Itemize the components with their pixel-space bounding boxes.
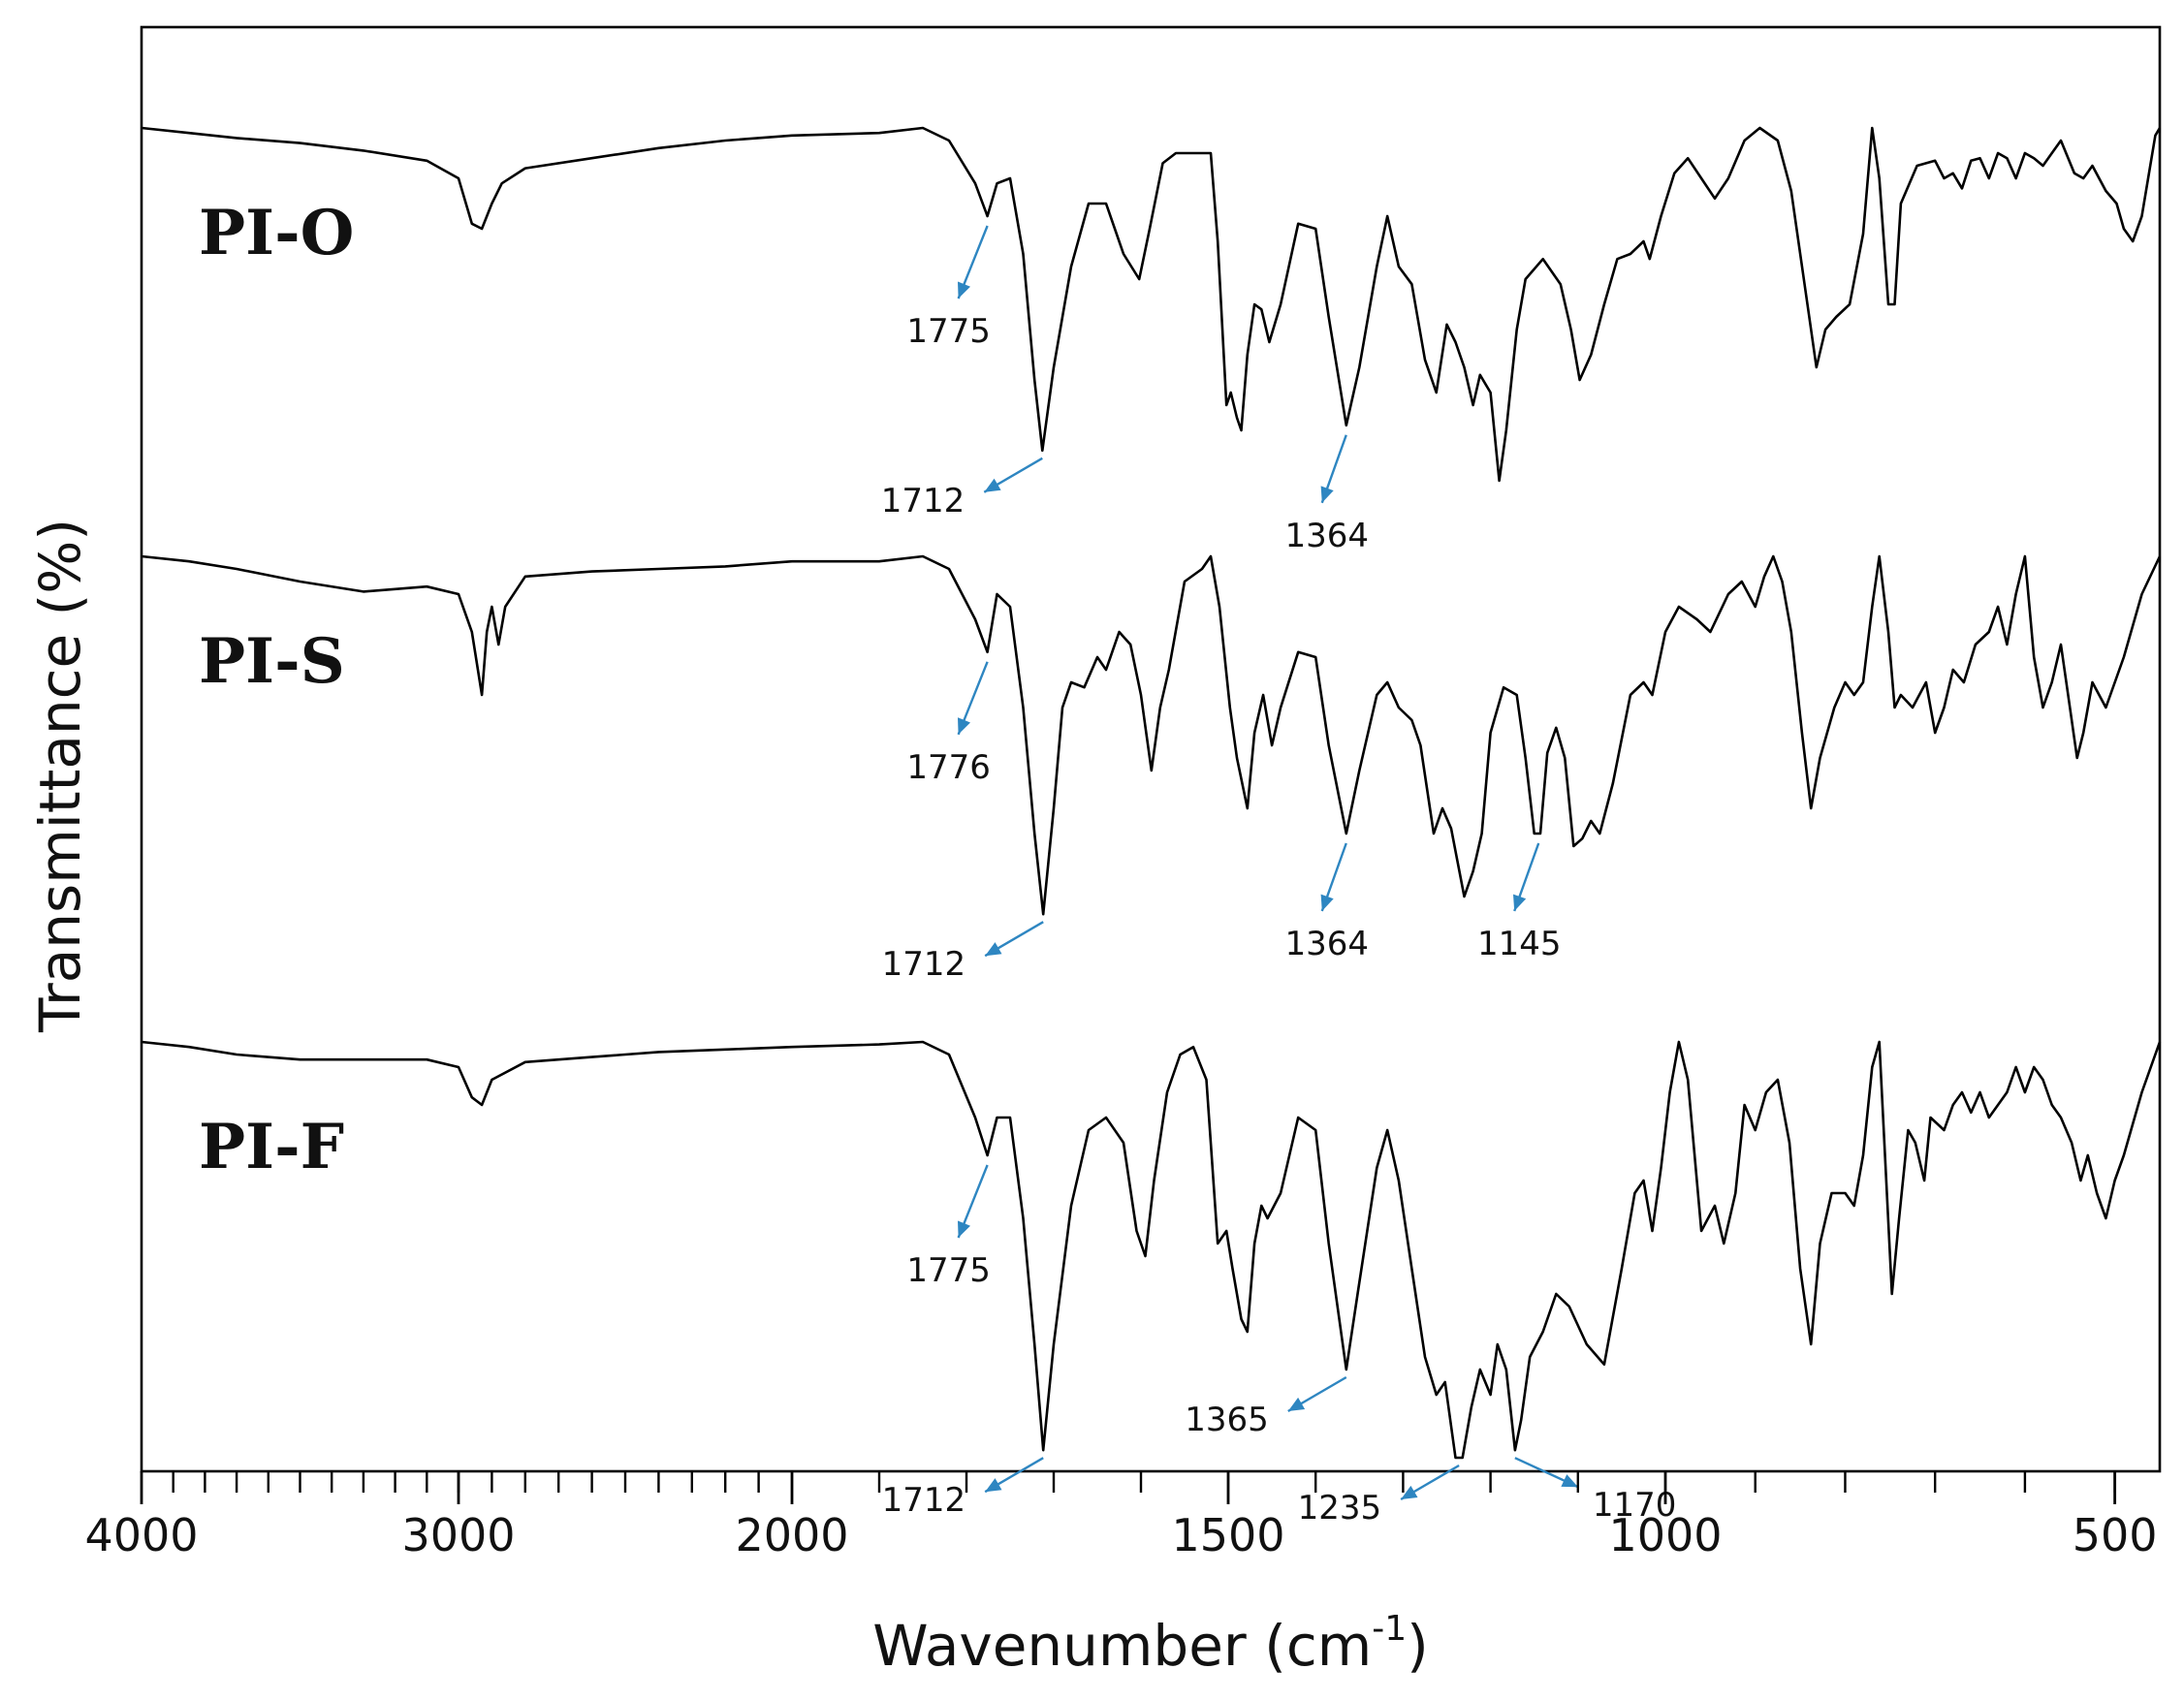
x-axis-title-main: Wavenumber (cm (872, 1613, 1372, 1679)
annotation-arrowhead-pi-f-1235-10 (1401, 1485, 1418, 1499)
tick-label-3000: 3000 (401, 1509, 515, 1561)
peak-label-pi-f-1235-10: 1235 (1298, 1489, 1382, 1528)
peak-label-pi-s-1776-3: 1776 (906, 748, 991, 787)
x-axis-title-superscript: -1 (1372, 1609, 1407, 1649)
x-axis-ticks (140, 1471, 2117, 1504)
annotation-arrowhead-pi-o-1364-2 (1320, 486, 1334, 503)
spectrum-line-pi-o (141, 126, 2162, 483)
x-axis-title-close: ) (1407, 1613, 1429, 1679)
peak-label-pi-o-1775-0: 1775 (906, 312, 991, 351)
annotation-arrowhead-pi-s-1712-4 (985, 942, 1002, 957)
peak-label-pi-s-1145-6: 1145 (1477, 925, 1562, 963)
annotation-arrowhead-pi-o-1775-0 (958, 281, 970, 299)
tick-label-2000: 2000 (735, 1509, 848, 1561)
peak-annotations: 1775 1712 1364 1776 1712 1364 1145 1775 1712 1365… (881, 225, 1677, 1528)
plot-frame (140, 25, 2162, 1473)
spectrum-line-pi-s (141, 554, 2162, 916)
tick-label-1500: 1500 (1171, 1509, 1284, 1561)
sample-label-pi-f: PI-F (199, 1111, 344, 1183)
peak-label-pi-f-1775-7: 1775 (906, 1251, 991, 1290)
annotation-arrowhead-pi-o-1712-1 (984, 478, 1001, 492)
peak-label-pi-o-1364-2: 1364 (1285, 517, 1370, 555)
peak-label-pi-o-1712-1: 1712 (881, 482, 965, 520)
sample-label-pi-o: PI-O (199, 197, 354, 269)
tick-label-4000: 4000 (84, 1509, 198, 1561)
sample-label-pi-s: PI-S (199, 625, 345, 698)
peak-label-pi-f-1712-8: 1712 (882, 1481, 966, 1520)
annotation-arrowhead-pi-f-1170-11 (1561, 1474, 1578, 1488)
annotation-arrowhead-pi-f-1365-9 (1287, 1397, 1306, 1411)
annotation-arrowhead-pi-s-1145-6 (1513, 894, 1527, 911)
peak-label-pi-s-1712-4: 1712 (882, 945, 966, 984)
tick-label-500: 500 (2073, 1509, 2158, 1561)
x-axis-tick-labels: 4000 3000 2000 1500 1000 500 (84, 1509, 2157, 1561)
annotation-arrowhead-pi-s-1364-5 (1320, 894, 1334, 911)
tick-label-1000: 1000 (1608, 1509, 1722, 1561)
annotation-arrowhead-pi-f-1712-8 (985, 1478, 1002, 1493)
y-axis-title: Transmittance (%) (27, 519, 93, 1033)
annotation-arrowhead-pi-f-1775-7 (958, 1220, 970, 1238)
spectra-group (141, 126, 2162, 1460)
x-axis-title: Wavenumber (cm-1) (872, 1609, 1429, 1679)
sample-labels: PI-O PI-S PI-F (199, 197, 354, 1183)
spectrum-line-pi-f (141, 1040, 2162, 1460)
annotation-arrowhead-pi-s-1776-3 (958, 717, 970, 735)
peak-label-pi-f-1170-11: 1170 (1593, 1486, 1677, 1525)
peak-label-pi-f-1365-9: 1365 (1185, 1401, 1269, 1439)
peak-label-pi-s-1364-5: 1364 (1285, 925, 1370, 963)
